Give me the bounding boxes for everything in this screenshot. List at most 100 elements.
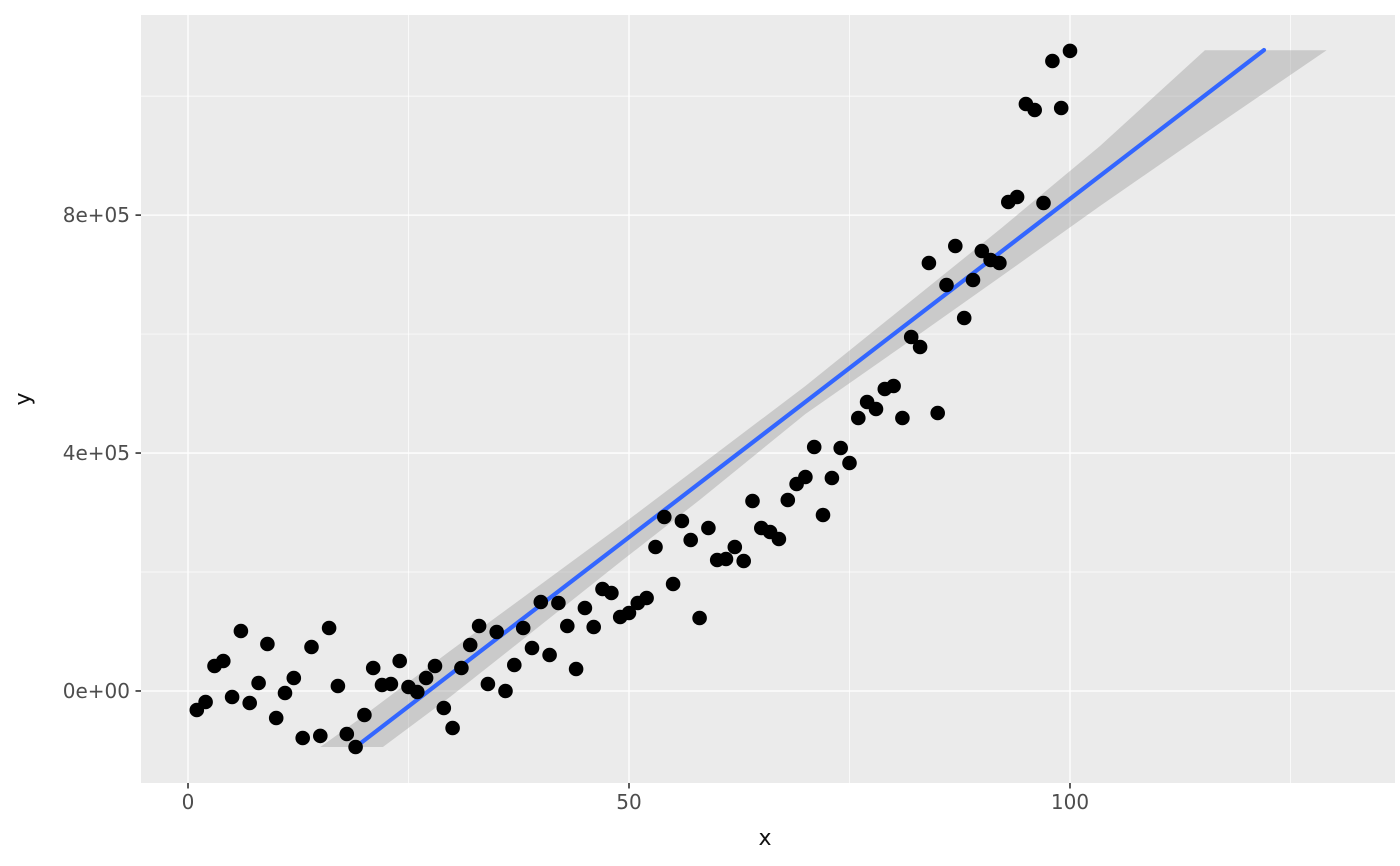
scatter-point (454, 660, 469, 676)
x-axis-title: x (758, 826, 771, 851)
panel-layer (141, 15, 1395, 783)
scatter-point (304, 639, 319, 655)
scatter-point (242, 695, 257, 711)
scatter-point (824, 470, 840, 486)
y-tick-label: 8e+05 (63, 203, 130, 227)
scatter-point (1036, 195, 1051, 211)
scatter-point (886, 378, 901, 394)
scatter-point (727, 539, 743, 555)
x-tick-label: 0 (182, 790, 195, 814)
scatter-point (798, 469, 813, 485)
scatter-point (233, 623, 249, 639)
scatter-point (674, 513, 690, 529)
smooth-line-layer (356, 47, 1267, 748)
scatter-point (418, 670, 434, 686)
confidence-band-layer (320, 50, 1327, 748)
scatter-point (533, 594, 549, 610)
scatter-point (251, 675, 266, 691)
confidence-band (320, 50, 1327, 748)
scatter-point (736, 553, 751, 569)
scatter-point (665, 576, 681, 592)
scatter-point (260, 636, 275, 652)
scatter-point (551, 595, 566, 611)
scatter-point (498, 683, 513, 699)
scatter-point (198, 694, 213, 710)
scatter-point (903, 329, 919, 345)
scatter-point (286, 670, 302, 686)
scatter-point (445, 720, 460, 736)
points-layer (189, 43, 1078, 755)
scatter-point (1045, 53, 1060, 69)
scatter-point (542, 647, 557, 663)
scatter-point (586, 619, 601, 635)
y-tick-label: 0e+00 (63, 679, 130, 703)
scatter-point (1009, 189, 1025, 205)
scatter-point (806, 439, 822, 455)
scatter-point (956, 310, 972, 326)
scatter-point (348, 739, 363, 755)
scatter-point (339, 726, 355, 742)
y-axis-title: y (11, 392, 36, 405)
scatter-point (268, 710, 284, 726)
axis-tick-labels-layer: 0 50 100 0e+00 4e+05 8e+05 (63, 203, 1089, 814)
scatter-point (912, 339, 928, 355)
scatter-point (462, 637, 478, 653)
scatter-point (224, 689, 240, 705)
x-tick-label: 50 (616, 790, 641, 814)
axis-tick-marks-layer (135, 214, 1071, 789)
scatter-point (780, 492, 796, 508)
scatter-point (577, 600, 593, 616)
scatter-point (357, 707, 372, 723)
grid-minor-layer (141, 15, 1395, 783)
scatter-point (657, 509, 672, 525)
scatter-point (471, 618, 487, 634)
scatter-point (939, 277, 954, 293)
scatter-point (295, 730, 311, 746)
scatter-point (639, 590, 654, 606)
scatter-point (833, 440, 848, 456)
scatter-point (718, 551, 734, 567)
scatter-point (842, 455, 857, 471)
scatter-point (965, 272, 981, 288)
x-tick-label: 100 (1051, 790, 1089, 814)
regression-line (356, 47, 1267, 748)
scatter-point (1062, 43, 1078, 59)
scatter-point (277, 685, 293, 701)
y-tick-label: 4e+05 (63, 441, 130, 465)
scatter-point (313, 728, 328, 744)
scatter-point (436, 700, 452, 716)
scatter-point (507, 657, 522, 673)
scatter-point (216, 653, 231, 669)
scatter-point (1053, 100, 1069, 116)
panel-background (141, 15, 1395, 783)
scatter-point (948, 238, 963, 254)
scatter-point (427, 658, 443, 674)
scatter-point (921, 255, 937, 271)
scatter-point (489, 624, 505, 640)
scatter-point (815, 507, 831, 523)
scatter-point (524, 640, 540, 656)
scatter-point (895, 410, 910, 426)
scatter-point (410, 684, 425, 700)
scatter-point (621, 605, 637, 621)
scatter-point (771, 531, 787, 547)
scatter-point (683, 532, 698, 548)
grid-major-layer (141, 15, 1395, 783)
scatter-point (701, 520, 716, 536)
scatter-point (974, 243, 990, 259)
scatter-point (992, 255, 1007, 271)
scatter-point (648, 539, 663, 555)
scatter-point (330, 678, 346, 694)
scatter-point (568, 661, 584, 677)
scatter-point (383, 676, 399, 692)
scatter-point (851, 410, 866, 426)
scatter-point (560, 618, 575, 634)
scatter-point (365, 660, 381, 676)
scatter-point (321, 620, 337, 636)
scatter-point (692, 610, 707, 626)
scatter-point (604, 585, 619, 601)
scatter-point (515, 620, 531, 636)
scatter-point (868, 401, 884, 417)
